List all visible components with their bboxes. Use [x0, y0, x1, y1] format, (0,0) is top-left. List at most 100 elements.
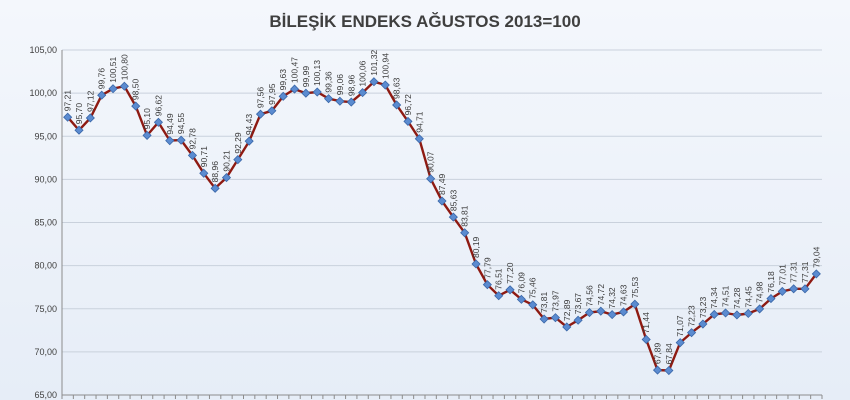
data-label: 72,89 [562, 299, 572, 321]
data-point [131, 101, 141, 111]
data-point [766, 294, 776, 304]
data-label: 99,06 [335, 74, 345, 96]
data-label: 100,47 [290, 57, 300, 83]
data-point [221, 172, 232, 183]
y-tick-label: 70,00 [34, 347, 57, 357]
data-point [346, 97, 356, 107]
data-label: 92,29 [233, 132, 243, 154]
data-point [743, 308, 753, 319]
data-label: 75,53 [630, 277, 640, 299]
data-point [312, 87, 322, 97]
data-point [380, 80, 390, 90]
data-point [505, 285, 515, 295]
data-point [528, 300, 538, 310]
data-label: 94,43 [244, 114, 254, 136]
data-label: 99,63 [278, 69, 288, 91]
data-point [289, 84, 300, 94]
data-label: 77,01 [777, 264, 787, 286]
data-label: 100,51 [108, 56, 118, 82]
data-point [187, 150, 198, 160]
gridlines [62, 49, 822, 396]
data-label: 73,81 [539, 291, 549, 313]
data-point [573, 315, 583, 325]
data-label: 77,20 [505, 262, 515, 284]
data-point [789, 284, 799, 294]
data-label: 76,09 [516, 272, 526, 294]
data-point [652, 365, 663, 375]
data-label: 85,63 [448, 190, 458, 212]
data-point [142, 130, 152, 140]
data-point [686, 328, 697, 338]
data-label: 100,06 [358, 60, 368, 86]
data-label: 92,78 [187, 128, 197, 150]
chart-title: BİLEŞİK ENDEKS AĞUSTOS 2013=100 [269, 12, 580, 31]
data-label: 94,55 [176, 113, 186, 135]
y-tick-label: 95,00 [34, 131, 57, 141]
data-point [732, 310, 742, 320]
data-label: 72,23 [687, 305, 697, 327]
data-point [403, 116, 413, 126]
data-label: 95,70 [74, 103, 84, 125]
data-point [482, 280, 492, 290]
data-point [244, 136, 254, 146]
y-tick-label: 65,00 [34, 390, 57, 400]
data-point [426, 174, 436, 184]
data-label: 77,31 [800, 261, 810, 283]
data-label: 96,62 [153, 95, 163, 117]
data-label: 94,49 [165, 113, 175, 135]
data-point [165, 136, 175, 146]
data-point [153, 117, 163, 127]
data-point [607, 310, 617, 320]
data-label: 99,99 [301, 66, 311, 88]
data-label: 96,72 [403, 94, 413, 116]
data-point [369, 77, 379, 87]
y-tick-label: 90,00 [34, 174, 57, 184]
data-point [392, 100, 402, 110]
data-label: 74,56 [584, 285, 594, 307]
data-point [800, 284, 810, 294]
data-label: 71,07 [675, 315, 685, 337]
data-label: 74,34 [709, 287, 719, 309]
data-label: 100,94 [380, 53, 390, 79]
data-label: 80,19 [471, 236, 481, 258]
data-label: 94,71 [414, 111, 424, 133]
data-point [630, 299, 640, 309]
data-label: 90,21 [221, 150, 231, 172]
y-tick-label: 75,00 [34, 304, 57, 314]
data-label: 95,10 [142, 108, 152, 130]
data-point [709, 309, 719, 320]
data-point [675, 338, 685, 348]
y-tick-label: 100,00 [29, 88, 57, 98]
data-point [584, 307, 595, 318]
data-point [618, 307, 629, 317]
data-label: 71,44 [641, 312, 651, 334]
data-label: 73,67 [573, 293, 583, 315]
data-point [267, 106, 277, 116]
y-tick-label: 105,00 [29, 45, 57, 55]
data-point [777, 286, 787, 296]
data-point [414, 134, 424, 144]
data-label: 74,63 [618, 284, 628, 306]
data-label: 100,13 [312, 60, 322, 86]
data-point [255, 109, 266, 119]
data-label: 98,50 [131, 79, 141, 101]
data-label: 74,45 [743, 286, 753, 308]
data-label: 79,04 [811, 246, 821, 268]
data-point [63, 112, 73, 122]
data-point [494, 291, 504, 301]
data-label: 97,56 [256, 87, 266, 109]
data-point [550, 313, 560, 323]
data-point [199, 168, 209, 178]
data-point [335, 96, 345, 106]
data-point [539, 314, 549, 324]
data-label: 67,89 [653, 343, 663, 365]
data-point [176, 135, 186, 145]
data-point [460, 228, 470, 238]
data-label: 98,96 [346, 75, 356, 97]
data-point [721, 308, 731, 318]
data-label: 77,31 [789, 261, 799, 283]
data-label: 74,32 [607, 287, 617, 309]
data-point [811, 269, 821, 279]
